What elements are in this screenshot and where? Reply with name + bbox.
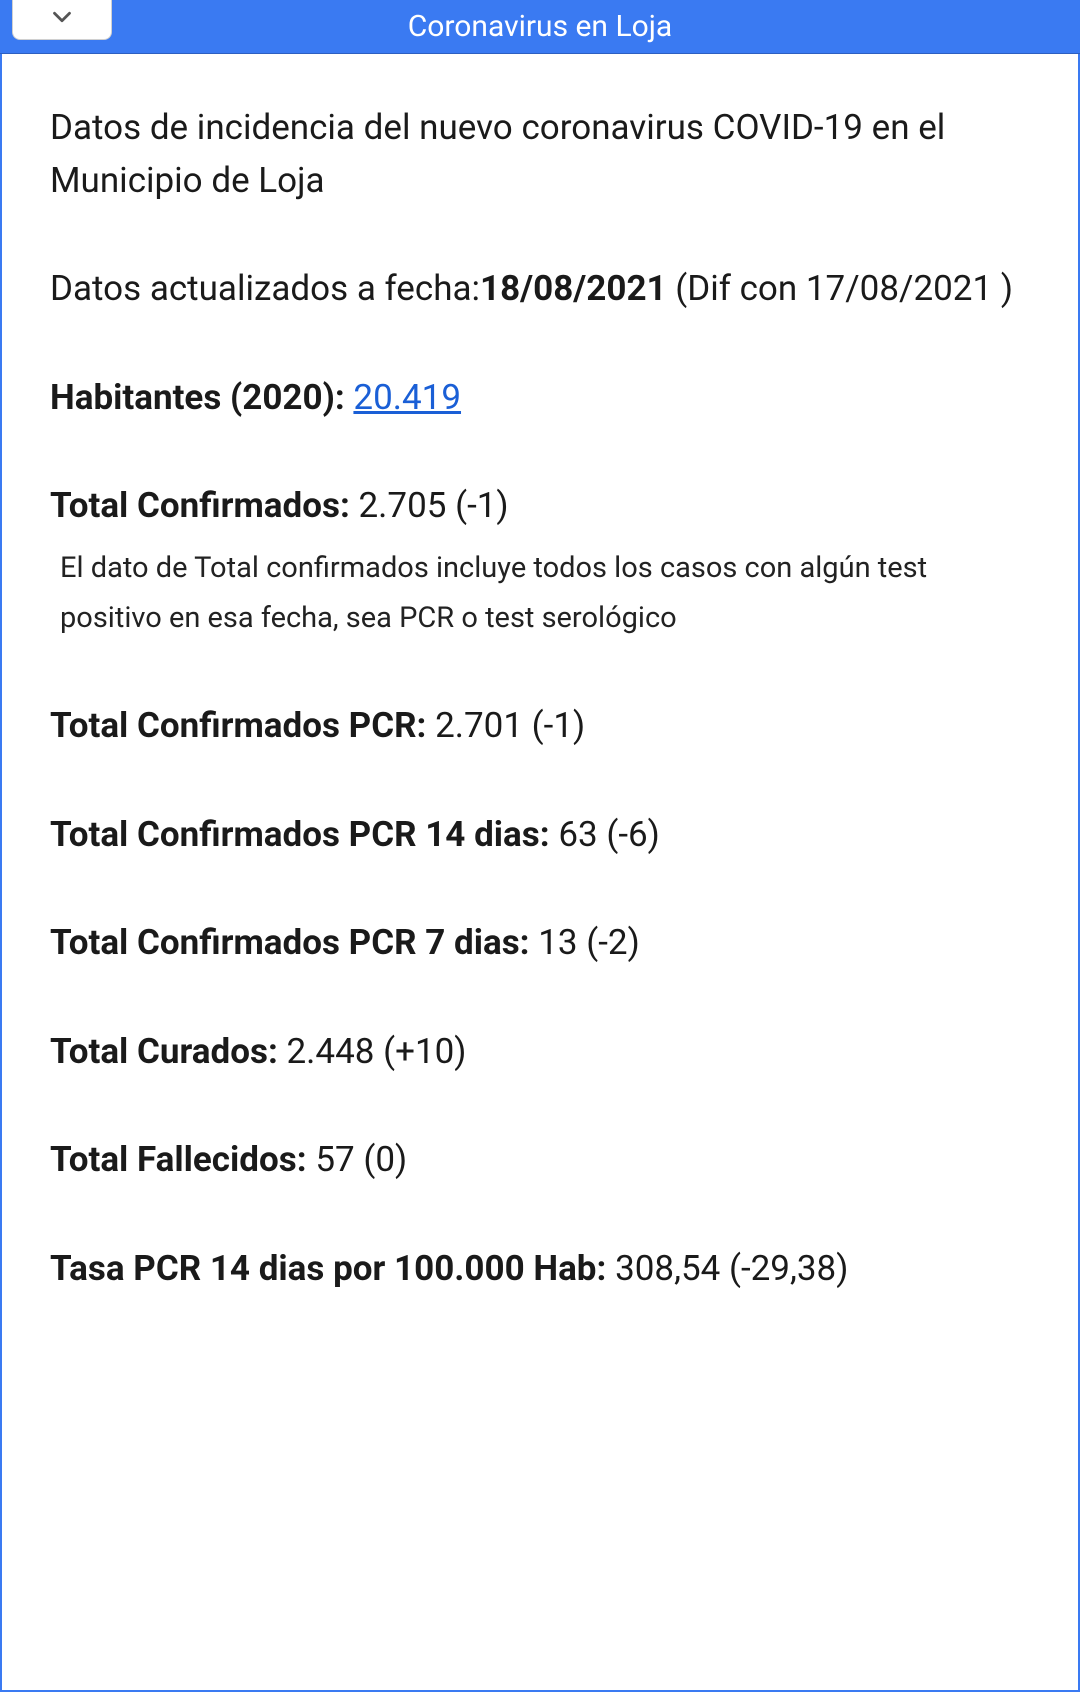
intro-text: Datos de incidencia del nuevo coronaviru… — [50, 102, 1030, 207]
deaths-row: Total Fallecidos: 57 (0) — [50, 1134, 1030, 1187]
updated-row: Datos actualizados a fecha:18/08/2021 (D… — [50, 263, 1030, 316]
rate14-label: Tasa PCR 14 dias por 100.000 Hab: — [50, 1248, 615, 1289]
population-label: Habitantes (2020): — [50, 377, 353, 418]
confirmed-pcr-label: Total Confirmados PCR: — [50, 705, 435, 746]
content-area: Datos de incidencia del nuevo coronaviru… — [0, 54, 1080, 1692]
chevron-down-icon — [42, 2, 82, 36]
page-title: Coronavirus en Loja — [0, 9, 1080, 44]
updated-prefix: Datos actualizados a fecha: — [50, 268, 480, 309]
confirmed-value: 2.705 (-1) — [359, 485, 509, 526]
confirmed-pcr-value: 2.701 (-1) — [435, 705, 585, 746]
rate14-row: Tasa PCR 14 dias por 100.000 Hab: 308,54… — [50, 1243, 1030, 1296]
recovered-value: 2.448 (+10) — [287, 1031, 467, 1072]
pcr14-value: 63 (-6) — [558, 814, 660, 855]
updated-diff: (Dif con 17/08/2021 ) — [667, 268, 1013, 309]
deaths-value: 57 (0) — [315, 1139, 407, 1180]
deaths-label: Total Fallecidos: — [50, 1139, 315, 1180]
pcr14-label: Total Confirmados PCR 14 dias: — [50, 814, 558, 855]
rate14-value: 308,54 (-29,38) — [615, 1248, 848, 1289]
pcr7-label: Total Confirmados PCR 7 dias: — [50, 922, 538, 963]
pcr7-row: Total Confirmados PCR 7 dias: 13 (-2) — [50, 917, 1030, 970]
intro-value: Datos de incidencia del nuevo coronaviru… — [50, 107, 945, 201]
updated-date: 18/08/2021 — [480, 268, 667, 309]
expand-dropdown-button[interactable] — [12, 0, 112, 40]
pcr7-value: 13 (-2) — [538, 922, 640, 963]
confirmed-label: Total Confirmados: — [50, 485, 359, 526]
population-link[interactable]: 20.419 — [353, 377, 461, 418]
population-row: Habitantes (2020): 20.419 — [50, 372, 1030, 425]
recovered-row: Total Curados: 2.448 (+10) — [50, 1026, 1030, 1079]
pcr14-row: Total Confirmados PCR 14 dias: 63 (-6) — [50, 809, 1030, 862]
page-header: Coronavirus en Loja — [0, 0, 1080, 54]
confirmed-note: El dato de Total confirmados incluye tod… — [50, 543, 1030, 645]
confirmed-pcr-row: Total Confirmados PCR: 2.701 (-1) — [50, 700, 1030, 753]
confirmed-row: Total Confirmados: 2.705 (-1) El dato de… — [50, 480, 1030, 644]
recovered-label: Total Curados: — [50, 1031, 287, 1072]
